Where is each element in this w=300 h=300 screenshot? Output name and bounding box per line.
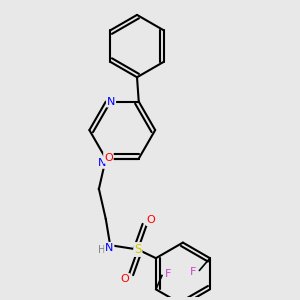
Text: O: O bbox=[104, 153, 113, 163]
Text: H: H bbox=[98, 244, 105, 254]
Text: O: O bbox=[121, 274, 129, 284]
Text: N: N bbox=[107, 97, 115, 106]
Text: N: N bbox=[105, 243, 113, 253]
Text: O: O bbox=[146, 215, 155, 225]
Text: F: F bbox=[190, 267, 196, 277]
Text: N: N bbox=[98, 158, 106, 168]
Text: S: S bbox=[134, 243, 142, 256]
Text: F: F bbox=[165, 269, 171, 279]
